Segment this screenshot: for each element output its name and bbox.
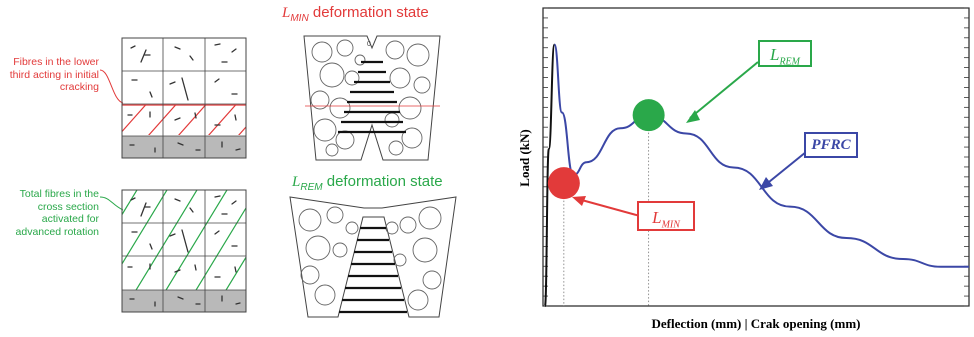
lmin-beam: 0 [304,36,440,160]
svg-text:0: 0 [367,41,371,48]
lmin-callout-box: LMIN [637,201,695,231]
bottom-cross-section [70,185,290,312]
lrem-marker [633,99,665,131]
top-cross-section [110,38,270,158]
load-deflection-chart [543,8,969,306]
lrem-callout-box: LREM [758,40,812,67]
lrem-beam [290,197,456,317]
y-axis-label: Load (kN) [517,113,533,203]
lmin-callout-sub: MIN [662,219,680,230]
top-note-connector [100,70,123,103]
chart-frame [543,8,969,306]
bottom-note-connector [100,197,123,210]
lrem-callout-sub: REM [779,56,800,67]
lmin-marker [548,167,580,199]
x-axis-label: Deflection (mm) | Crak opening (mm) [543,316,969,332]
lmin-callout-symbol: L [652,208,661,227]
pfrc-callout-box: PFRC [804,132,858,158]
